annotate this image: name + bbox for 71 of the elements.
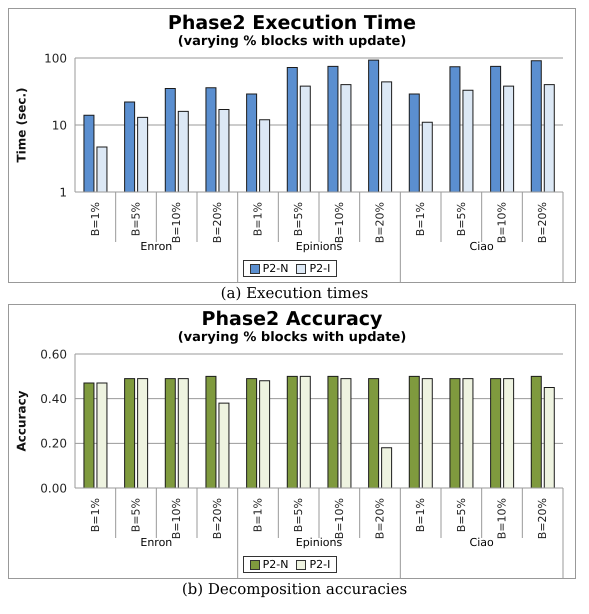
x-tick-label: B=10% [170,202,184,244]
bar [218,402,230,488]
y-tick-label: 10 [52,118,67,132]
y-tick-label: 0.00 [40,481,67,496]
bar [259,380,270,488]
x-tick-label: B=1% [414,498,428,532]
y-tick-label: 0.40 [40,392,67,406]
x-tick-label: B=1% [414,202,428,236]
legend-label: P2-I [308,262,330,275]
y-tick-label: 100 [44,51,67,66]
x-tick-label: B=10% [496,498,508,540]
bar [327,376,338,488]
text: (b) Decomposition accuracies [180,580,408,598]
x-tick-label: B=1% [252,202,264,236]
bar [124,378,136,488]
bar [449,378,460,488]
text: Enron [140,240,172,253]
x-tick-label: B=5% [130,202,142,236]
bar [286,376,298,488]
x-tick-label: B=10% [496,202,508,244]
legend-label: P2-N [262,558,288,571]
x-tick-label: B=5% [454,498,468,532]
bar [381,447,392,488]
y-axis-title: Accuracy [14,390,28,452]
bar [368,378,380,488]
bar [96,382,108,488]
x-tick-label: B=1% [252,498,264,532]
bar [422,378,433,488]
x-tick-label: B=10% [170,498,184,540]
x-tick-label: B=5% [130,498,142,532]
bar [164,378,176,488]
y-tick-label: 0.60 [40,347,67,362]
bar [83,382,94,488]
chart-title: Phase2 Execution Time [166,12,418,34]
text: (a) Execution times [220,284,370,302]
bar [530,376,542,488]
x-tick-label: B=10% [332,498,346,540]
x-tick-label: B=20% [374,498,386,540]
y-tick-label: 1 [59,185,67,200]
bar [340,378,352,488]
text: Enron [140,536,172,549]
y-tick-label: 0.20 [40,436,67,451]
text: Ciao [470,240,494,253]
x-tick-label: B=1% [88,498,102,532]
bar [490,378,502,488]
bar [503,378,514,488]
x-tick-label: B=5% [454,202,468,236]
chart-title: Phase2 Accuracy [200,308,384,330]
x-tick-label: B=1% [88,202,102,236]
bar [462,378,474,488]
bar [137,378,148,488]
bar [544,387,555,488]
x-tick-label: B=5% [292,202,306,236]
bar [205,376,216,488]
x-tick-label: B=20% [536,202,550,244]
legend-label: P2-N [262,262,288,275]
x-tick-label: B=20% [536,498,550,540]
bar [178,378,189,488]
text: Ciao [470,536,494,549]
chart-subtitle: (varying % blocks with update) [176,330,408,346]
x-tick-label: B=10% [332,202,346,244]
x-tick-label: B=20% [210,498,224,540]
x-tick-label: B=20% [210,202,224,244]
bar [246,378,258,488]
y-axis-title: Time (sec.) [14,87,28,163]
bar [408,376,420,488]
bar [300,376,311,488]
x-tick-label: B=20% [374,202,386,244]
chart-subtitle: (varying % blocks with update) [176,34,408,50]
legend-label: P2-I [308,558,330,571]
x-tick-label: B=5% [292,498,306,532]
